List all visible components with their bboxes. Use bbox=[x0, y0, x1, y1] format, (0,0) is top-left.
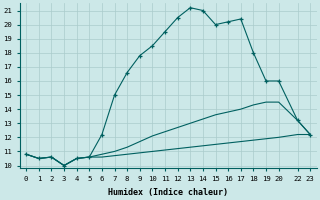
X-axis label: Humidex (Indice chaleur): Humidex (Indice chaleur) bbox=[108, 188, 228, 197]
